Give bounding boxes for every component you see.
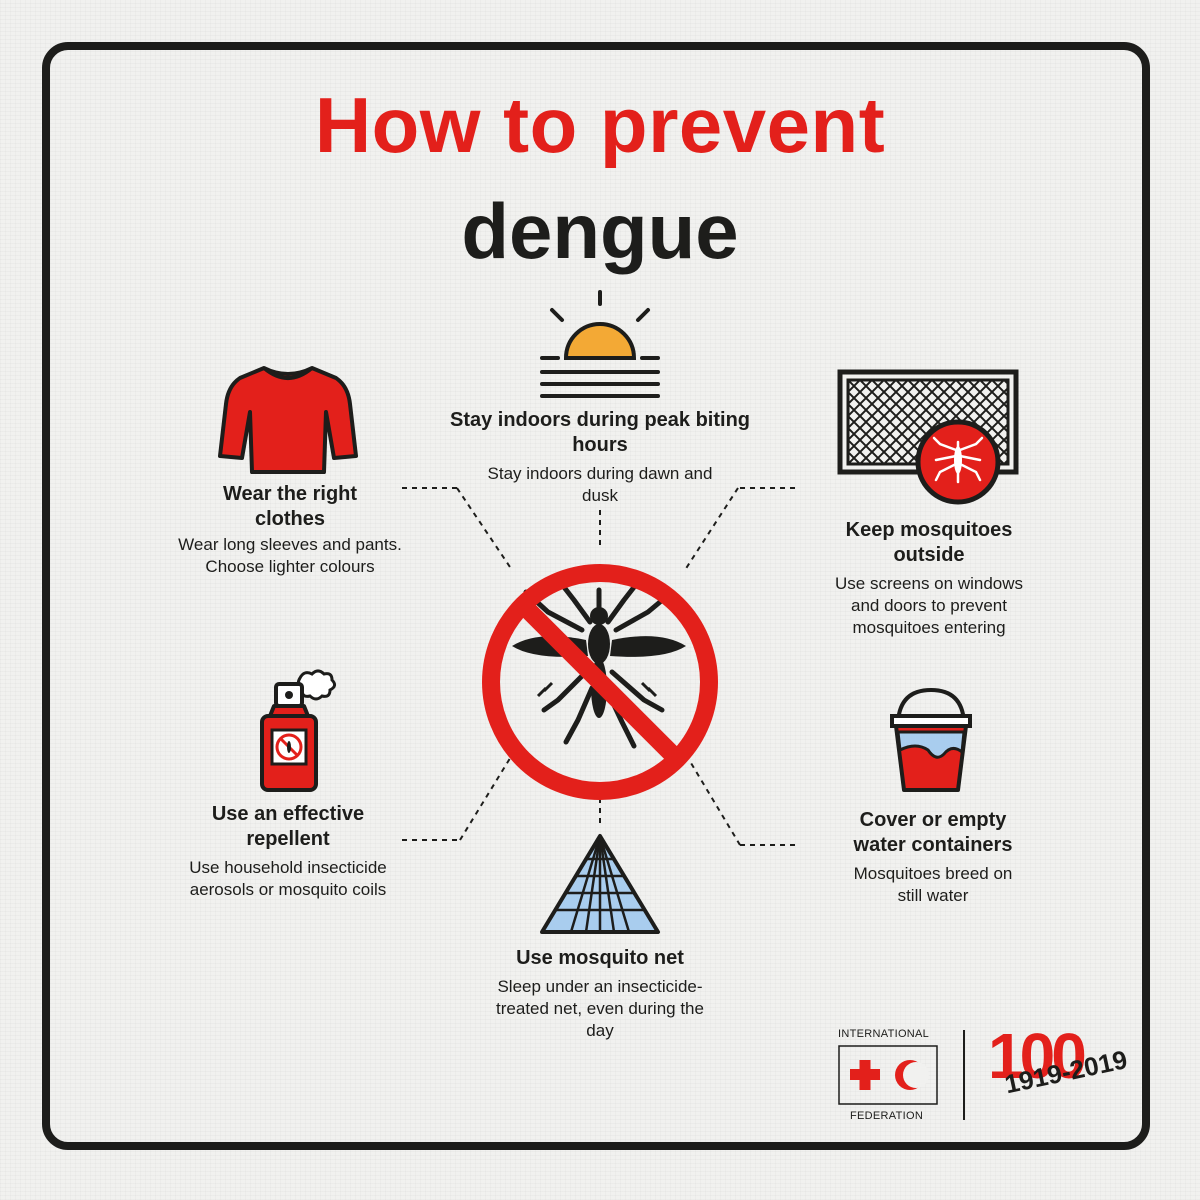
tip-heading: Stay indoors during peak biting hours — [449, 409, 751, 456]
card-frame — [42, 42, 1150, 1150]
red-cross-red-crescent-logo — [838, 1045, 938, 1105]
mosquito-net-icon — [540, 834, 660, 934]
tip-text: Sleep under an insecticide-treated net, … — [496, 977, 704, 1040]
anniversary-number: 100 — [988, 1020, 1087, 1092]
logo-text-bottom: FEDERATION — [850, 1110, 924, 1122]
tip-heading: Cover or empty water containers — [853, 809, 1013, 856]
no-mosquito-icon — [482, 564, 718, 800]
tip-text: Use screens on windows and doors to prev… — [834, 574, 1024, 637]
title-line-1: How to prevent — [314, 81, 886, 169]
tip-text: Wear long sleeves and pants. Choose ligh… — [178, 535, 402, 576]
tip-heading: Use an effective repellent — [211, 803, 365, 850]
long-sleeve-shirt-icon — [218, 366, 358, 474]
logo-divider — [963, 1030, 965, 1120]
tip-text: Mosquitoes breed on still water — [853, 864, 1013, 905]
tip-heading: Wear the right clothes — [222, 483, 358, 530]
bucket-icon — [890, 687, 972, 792]
tip-right-clothes: Wear the right clothes Wear long sleeves… — [150, 482, 430, 578]
tip-heading: Use mosquito net — [516, 947, 684, 969]
tip-water-containers: Cover or empty water containers Mosquito… — [802, 808, 1064, 907]
spray-can-icon — [260, 669, 337, 792]
tip-text: Stay indoors during dawn and dusk — [487, 464, 713, 505]
title-line-2: dengue — [461, 187, 739, 275]
tip-stay-indoors: Stay indoors during peak biting hours St… — [440, 408, 760, 507]
window-screen-icon — [837, 369, 1019, 505]
tip-keep-outside: Keep mosquitoes outside Use screens on w… — [790, 518, 1068, 639]
logo-text-top: INTERNATIONAL — [838, 1028, 930, 1040]
tip-heading: Keep mosquitoes outside — [845, 519, 1013, 566]
tip-text: Use household insecticide aerosols or mo… — [189, 858, 387, 899]
tip-mosquito-net: Use mosquito net Sleep under an insectic… — [460, 946, 740, 1042]
sunrise-icon — [540, 290, 660, 398]
tip-repellent: Use an effective repellent Use household… — [150, 802, 426, 901]
